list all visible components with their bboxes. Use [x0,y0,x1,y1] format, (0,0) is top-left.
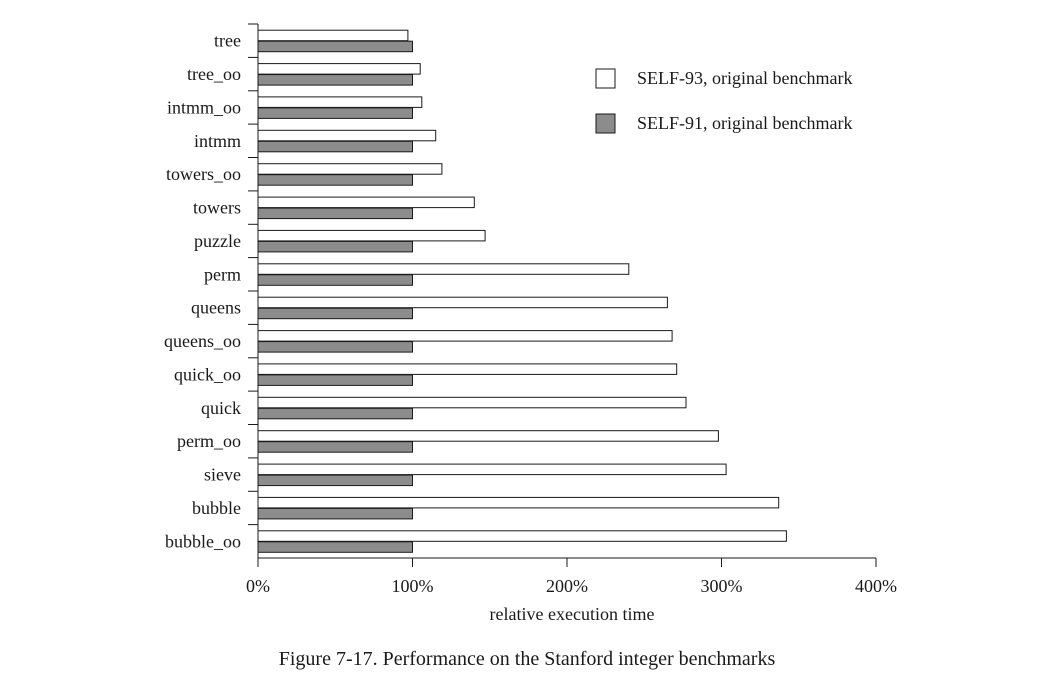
bar-self91-quick-oo [257,374,413,386]
bars-layer [257,29,787,553]
category-label-intmm-oo: intmm_oo [167,97,241,117]
legend-label-self93: SELF-93, original benchmark [637,68,852,88]
bar-self93-towers-oo [257,163,443,175]
bar-self91-queens [257,307,413,320]
bar-self91-bubble-oo [257,541,413,553]
bar-self93-intmm-oo [257,96,423,108]
bar-self91-perm [257,274,413,286]
bar-self93-tree [257,29,409,42]
x-axis-ticks: 0% 100% 200% 300% 400% [246,558,897,596]
bar-self91-tree [257,40,413,53]
legend-swatch-self93 [595,68,616,89]
bar-self93-sieve [257,463,727,476]
bar-self91-sieve [257,474,413,487]
legend-swatch-self91 [595,113,616,134]
category-label-towers: towers [193,198,241,218]
category-label-intmm: intmm [194,131,241,151]
bar-self91-quick [257,407,413,420]
category-label-puzzle: puzzle [194,231,241,251]
x-tick-label: 0% [246,576,270,596]
bar-self93-towers [257,196,475,209]
x-tick-label: 200% [546,576,588,596]
bar-self93-tree-oo [257,63,421,75]
bar-self91-intmm-oo [257,107,413,119]
category-label-quick: quick [201,398,241,418]
bar-self91-bubble [257,507,413,520]
bar-self93-bubble-oo [257,530,787,542]
x-tick-label: 300% [701,576,743,596]
bar-self91-intmm [257,140,413,153]
bar-self93-quick-oo [257,363,678,375]
bar-self93-puzzle [257,229,486,242]
category-label-perm: perm [204,264,241,284]
bar-self91-perm-oo [257,441,413,453]
legend-label-self91: SELF-91, original benchmark [637,113,852,133]
bar-self91-tree-oo [257,74,413,86]
x-tick-label: 400% [855,576,897,596]
bar-self93-perm-oo [257,430,719,442]
bar-self93-bubble [257,496,780,509]
bar-self93-quick [257,396,687,409]
category-label-perm-oo: perm_oo [177,431,241,451]
bar-self93-queens [257,296,668,309]
figure-caption: Figure 7-17. Performance on the Stanford… [278,648,776,670]
category-label-towers-oo: towers_oo [166,164,241,184]
category-label-queens: queens [191,298,241,318]
bar-self91-towers [257,207,413,220]
bar-self91-queens-oo [257,341,413,353]
bar-self93-intmm [257,129,437,142]
category-label-quick-oo: quick_oo [174,364,241,384]
category-label-bubble: bubble [192,498,241,518]
category-label-bubble-oo: bubble_oo [165,531,241,551]
category-label-queens-oo: queens_oo [164,331,241,351]
x-axis-title: relative execution time [490,604,655,624]
x-tick-label: 100% [392,576,434,596]
bar-self91-towers-oo [257,174,413,186]
category-label-sieve: sieve [204,465,241,485]
legend: SELF-93, original benchmark SELF-91, orig… [595,68,852,134]
bar-self93-perm [257,263,630,275]
category-label-tree-oo: tree_oo [187,64,241,84]
category-label-tree: tree [214,31,241,51]
bar-self93-queens-oo [257,330,673,342]
bar-self91-puzzle [257,240,413,253]
